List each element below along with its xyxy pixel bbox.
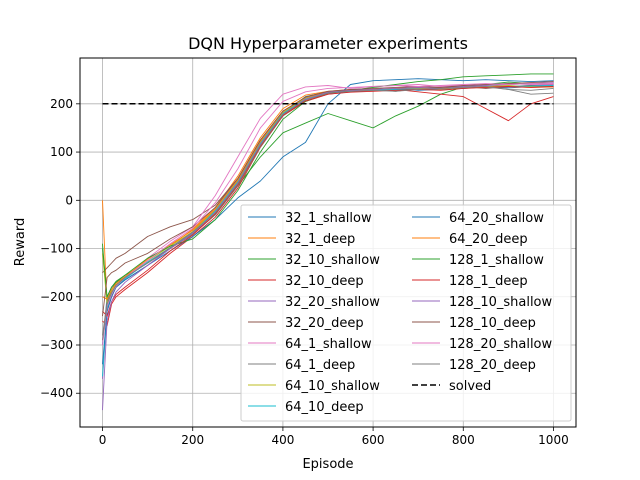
x-tick-label: 400: [271, 433, 294, 447]
x-tick-label: 1000: [538, 433, 569, 447]
legend-label: 128_1_shallow: [449, 253, 544, 268]
series-line-128_1_deep: [102, 86, 554, 317]
y-tick-label: −100: [40, 242, 73, 256]
y-axis-ticks: −400 −300 −200 −100 0 100 200: [40, 97, 80, 400]
y-tick-label: −400: [40, 386, 73, 400]
legend-label: 128_1_deep: [449, 274, 528, 289]
series-lines: [102, 73, 554, 411]
series-line-128_1_shallow: [102, 73, 554, 298]
legend-box: [240, 204, 572, 422]
series-line-128_20_deep: [102, 86, 554, 341]
x-tick-label: 800: [452, 433, 475, 447]
y-tick-label: 200: [50, 97, 73, 111]
legend-label: 32_20_deep: [285, 316, 364, 331]
legend-label: 64_1_shallow: [285, 337, 372, 352]
legend-label: 128_20_shallow: [449, 337, 553, 352]
y-tick-label: 0: [65, 193, 73, 207]
legend-label: 128_10_shallow: [449, 295, 553, 310]
legend-label: 64_20_shallow: [449, 211, 544, 226]
x-axis-ticks: 0 200 400 600 800 1000: [99, 427, 569, 447]
chart-title: DQN Hyperparameter experiments: [188, 34, 468, 53]
x-tick-label: 0: [99, 433, 107, 447]
legend-label: 32_10_shallow: [285, 253, 380, 268]
legend-label: 128_10_deep: [449, 316, 536, 331]
plot-frame: [79, 57, 577, 428]
legend-label: 128_20_deep: [449, 358, 536, 373]
legend-label: 64_10_deep: [285, 400, 364, 415]
x-tick-label: 600: [362, 433, 385, 447]
legend-label: 32_10_deep: [285, 274, 364, 289]
y-tick-label: −300: [40, 338, 73, 352]
x-axis-label: Episode: [302, 457, 353, 472]
x-tick-label: 200: [181, 433, 204, 447]
legend-label: 32_1_shallow: [285, 211, 372, 226]
legend-label: 64_1_deep: [285, 358, 355, 373]
legend-label: 32_20_shallow: [285, 295, 380, 310]
legend-label: 32_1_deep: [285, 232, 355, 247]
legend-label: solved: [449, 379, 491, 394]
legend-label: 64_10_shallow: [285, 379, 380, 394]
legend: 32_1_shallow 32_1_deep 32_10_shallow 32_10_…: [240, 204, 572, 422]
y-axis-label: Reward: [13, 218, 28, 266]
series-line-64_20_shallow: [102, 78, 554, 365]
y-tick-label: 100: [50, 145, 73, 159]
legend-label: 64_20_deep: [449, 232, 528, 247]
y-tick-label: −200: [40, 290, 73, 304]
